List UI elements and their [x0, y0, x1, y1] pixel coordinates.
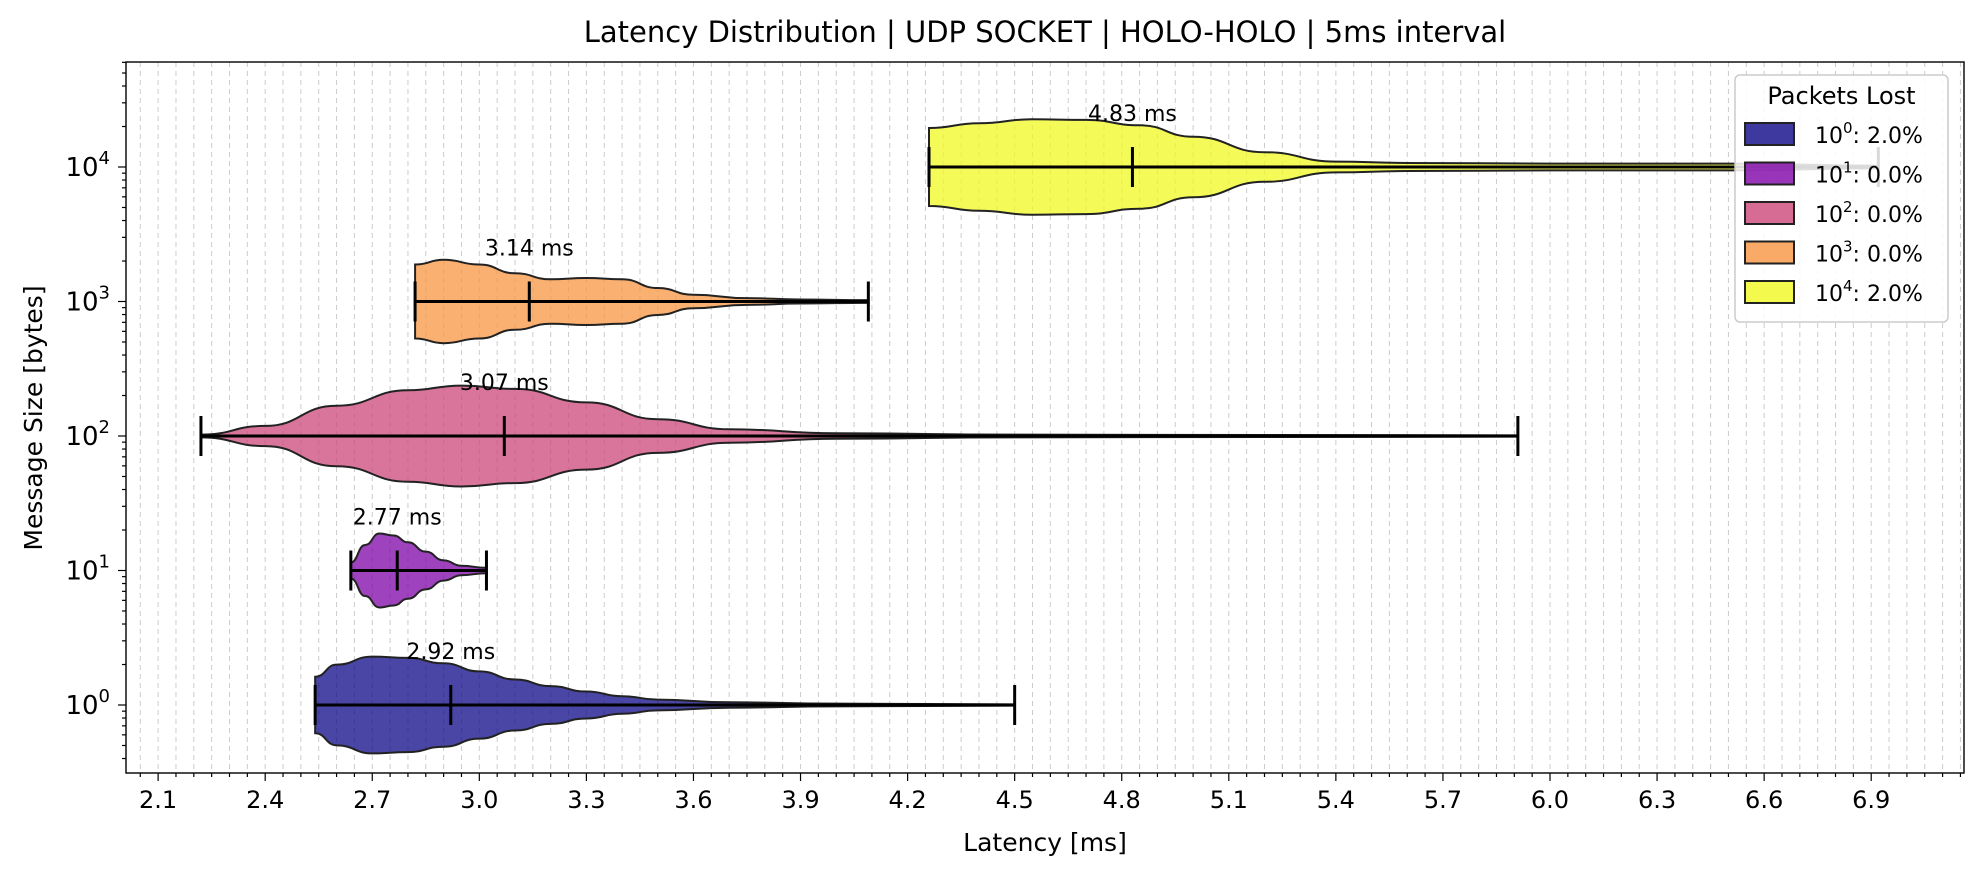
- x-tick-label: 3.0: [460, 786, 498, 814]
- y-tick-label: 102: [65, 417, 110, 452]
- x-tick-label: 5.4: [1317, 786, 1355, 814]
- x-axis: 2.1 2.4 2.7 3.0 3.3 3.6 3.9 4.2 4.5 4.8 5.1 5.4 5.7 6…: [139, 773, 1962, 814]
- x-axis-label: Latency [ms]: [963, 828, 1127, 857]
- legend-entry-base: 10: [1815, 203, 1843, 228]
- median-label-3: 3.14 ms: [485, 237, 574, 262]
- violins: [199, 118, 1880, 755]
- legend-entry-value: : 0.0%: [1853, 203, 1923, 228]
- x-tick-label: 4.2: [889, 786, 927, 814]
- legend-swatch-2: [1744, 201, 1795, 225]
- y-tick-base: 10: [65, 691, 98, 721]
- plot-frame: [125, 61, 1965, 774]
- legend-entry-value: : 2.0%: [1853, 124, 1923, 149]
- legend-entry-exponent: 3: [1843, 238, 1853, 256]
- x-tick-label: 3.9: [781, 786, 819, 814]
- y-tick-label: 101: [65, 552, 110, 587]
- x-tick-label: 6.0: [1531, 786, 1569, 814]
- median-label-1: 2.77 ms: [353, 506, 442, 531]
- legend-entry-value: : 0.0%: [1853, 243, 1923, 268]
- legend-entry-exponent: 1: [1843, 159, 1853, 177]
- legend-entry-base: 10: [1815, 243, 1843, 268]
- legend-entry-exponent: 4: [1843, 277, 1853, 295]
- x-tick-label: 4.5: [996, 786, 1034, 814]
- y-tick-exponent: 3: [99, 283, 110, 304]
- y-tick-label: 104: [65, 148, 110, 183]
- y-tick-exponent: 4: [99, 148, 110, 169]
- y-tick-exponent: 0: [99, 686, 110, 707]
- legend-entry-3: 103: 0.0%: [1815, 238, 1923, 268]
- legend-entry-4: 104: 2.0%: [1815, 277, 1923, 307]
- x-tick-label: 4.8: [1103, 786, 1141, 814]
- x-tick-label: 5.7: [1424, 786, 1462, 814]
- y-axis-label: Message Size [bytes]: [19, 285, 48, 550]
- legend-entry-value: : 2.0%: [1853, 282, 1923, 307]
- y-tick-label: 100: [65, 686, 110, 721]
- x-tick-label: 2.4: [246, 786, 284, 814]
- median-label-0: 2.92 ms: [406, 640, 495, 665]
- y-tick-base: 10: [65, 153, 98, 183]
- legend-swatch-3: [1744, 240, 1795, 265]
- legend-title: Packets Lost: [1767, 82, 1915, 110]
- x-tick-label: 5.1: [1210, 786, 1248, 814]
- legend-entry-0: 100: 2.0%: [1815, 119, 1923, 149]
- median-labels: 2.92 ms 2.77 ms 3.07 ms 3.14 ms 4.83 ms: [353, 102, 1177, 665]
- legend-swatch-4: [1744, 280, 1795, 304]
- x-tick-label: 3.6: [674, 786, 712, 814]
- legend-entry-base: 10: [1815, 164, 1843, 189]
- y-tick-base: 10: [65, 422, 98, 452]
- median-label-4: 4.83 ms: [1088, 102, 1177, 127]
- y-tick-exponent: 2: [99, 417, 110, 438]
- legend-entry-1: 101: 0.0%: [1815, 159, 1923, 189]
- y-tick-label: 103: [65, 283, 110, 318]
- median-label-2: 3.07 ms: [460, 371, 549, 396]
- legend-entry-exponent: 0: [1843, 119, 1853, 137]
- x-tick-label: 3.3: [567, 786, 605, 814]
- y-tick-base: 10: [65, 288, 98, 318]
- y-tick-exponent: 1: [99, 552, 110, 573]
- x-tick-label: 6.6: [1745, 786, 1783, 814]
- legend-entry-base: 10: [1815, 124, 1843, 149]
- legend-entry-2: 102: 0.0%: [1815, 198, 1923, 228]
- y-tick-base: 10: [65, 557, 98, 587]
- legend-entry-value: : 0.0%: [1853, 164, 1923, 189]
- chart-title: Latency Distribution | UDP SOCKET | HOLO…: [584, 15, 1506, 49]
- x-tick-label: 2.7: [353, 786, 391, 814]
- legend-entry-exponent: 2: [1843, 198, 1853, 216]
- legend-entry-base: 10: [1815, 282, 1843, 307]
- x-tick-label: 2.1: [139, 786, 177, 814]
- legend-swatch-0: [1744, 122, 1795, 146]
- x-tick-label: 6.9: [1852, 786, 1890, 814]
- x-tick-label: 6.3: [1638, 786, 1676, 814]
- legend-swatch-1: [1744, 161, 1795, 186]
